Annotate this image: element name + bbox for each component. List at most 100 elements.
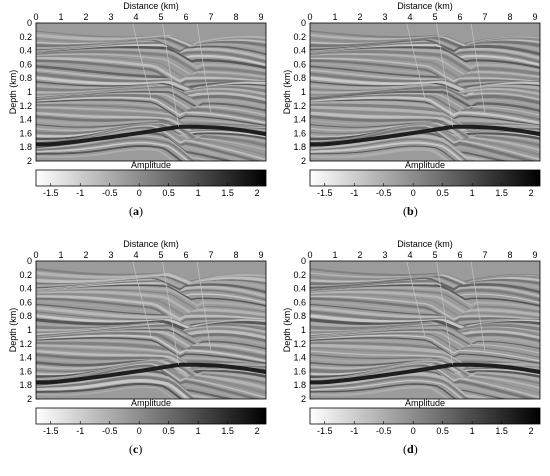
reflector (36, 138, 195, 161)
reflector (36, 93, 266, 121)
x-tick-label: 4 (407, 12, 412, 22)
reflector (36, 55, 266, 81)
x-tick-label: 3 (382, 12, 387, 22)
reflector (36, 344, 266, 367)
colorbar-tick-label: -0.5 (102, 188, 118, 198)
plot-frame (35, 260, 267, 400)
reflector (36, 53, 266, 78)
x-tick-label: 2 (83, 250, 88, 260)
panel-b: Distance (km) 0 1 2 3 4 5 6 7 8 9 0 0.2 0.4 0.6 0.8 1 1.2… (282, 0, 544, 238)
strong-reflector (310, 362, 540, 385)
caption-open-paren: ( (129, 442, 133, 456)
reflector (310, 386, 450, 399)
reflector (36, 379, 191, 399)
colorbar-tick-label: 2 (255, 426, 260, 436)
colorbar-title: Amplitude (131, 160, 171, 170)
x-tick-label: 2 (83, 12, 88, 22)
reflector (36, 372, 218, 399)
colorbar-tick-label: 1.5 (495, 426, 508, 436)
colorbar-tick-label: -0.5 (376, 188, 392, 198)
panel-svg-c: Distance (km)0 1 2 3 4 5 6 7 8 900.20.40.60.811.2… (8, 239, 267, 436)
colorbar-title: Amplitude (131, 398, 171, 408)
y-tick-label: 0.6 (19, 59, 32, 69)
caption-close-paren: ) (413, 442, 418, 456)
y-tick-label: 0.4 (293, 284, 306, 294)
reflector (310, 341, 540, 367)
x-tick-label: 7 (208, 250, 213, 260)
colorbar-tick-label: 1 (196, 188, 201, 198)
reflector (310, 59, 540, 87)
fault-line (132, 23, 152, 99)
reflector (310, 297, 540, 325)
y-tick-label: 0.2 (19, 32, 32, 42)
reflector (36, 290, 266, 317)
panel-caption: (d) (403, 442, 418, 457)
y-tick-label: 0.6 (293, 297, 306, 307)
x-tick-label: 3 (108, 250, 113, 260)
colorbar (35, 407, 267, 425)
y-tick-label: 0.2 (293, 270, 306, 280)
colorbar-tick-label: 1 (470, 426, 475, 436)
seismic-image (310, 261, 540, 399)
y-axis-title: Depth (km) (282, 70, 292, 115)
strong-reflector (310, 124, 540, 147)
fault-line (406, 261, 426, 337)
caption-close-paren: ) (413, 204, 418, 218)
colorbar-tick-label: 0.5 (436, 188, 449, 198)
y-tick-label: 1.2 (19, 339, 32, 349)
reflector (310, 288, 540, 313)
y-tick-label: 0.4 (19, 284, 32, 294)
y-tick-label: 2 (301, 156, 306, 166)
reflector (310, 286, 540, 310)
reflector (310, 383, 457, 399)
reflector (36, 339, 266, 366)
x-tick-label: 6 (183, 12, 188, 22)
reflector (36, 382, 183, 399)
x-tick-label: 3 (108, 12, 113, 22)
caption-open-paren: ( (403, 204, 407, 218)
caption-open-paren: ( (403, 442, 407, 456)
y-tick-label: 1.4 (19, 115, 32, 125)
panel-d: Distance (km) 0 1 2 3 4 5 6 7 8 9 0 0.2 0.4 0.6 0.8 1 1.2… (282, 238, 544, 476)
reflector (36, 297, 266, 325)
x-tick-label: 0 (33, 12, 38, 22)
x-tick-label: 7 (208, 12, 213, 22)
colorbar-tick-label: -1 (350, 426, 358, 436)
y-tick-label: 1.8 (293, 380, 306, 390)
reflector (310, 100, 540, 129)
y-tick-label: 1.6 (293, 366, 306, 376)
colorbar (309, 407, 541, 425)
reflector (36, 386, 176, 399)
reflector (310, 290, 540, 317)
plot-frame (309, 260, 541, 400)
y-tick-label: 1.2 (293, 339, 306, 349)
colorbar-title: Amplitude (405, 398, 445, 408)
y-tick-label: 0 (27, 18, 32, 28)
reflector (310, 332, 540, 358)
fault-line (436, 23, 453, 127)
colorbar-title: Amplitude (405, 160, 445, 170)
reflector (310, 376, 469, 399)
y-tick-label: 1.2 (293, 101, 306, 111)
x-axis-title: Distance (km) (397, 1, 453, 11)
y-tick-label: 1.8 (19, 380, 32, 390)
reflector (310, 293, 540, 319)
x-tick-label: 5 (432, 12, 437, 22)
reflector (310, 54, 540, 81)
x-tick-label: 4 (407, 250, 412, 260)
reflector (310, 103, 540, 129)
reflector (310, 138, 468, 161)
fault-line (162, 261, 179, 365)
reflector (310, 57, 540, 83)
y-tick-label: 0.8 (293, 73, 306, 83)
fault-line (470, 23, 486, 113)
colorbar-tick-label: -1.5 (317, 426, 333, 436)
reflector (36, 57, 266, 84)
x-tick-label: 5 (158, 250, 163, 260)
colorbar (35, 169, 267, 187)
x-tick-label: 2 (357, 250, 362, 260)
colorbar-tick-label: 2 (529, 188, 534, 198)
colorbar-tick-label: 1.5 (221, 426, 234, 436)
reflector (310, 83, 540, 97)
reflector (36, 295, 266, 322)
